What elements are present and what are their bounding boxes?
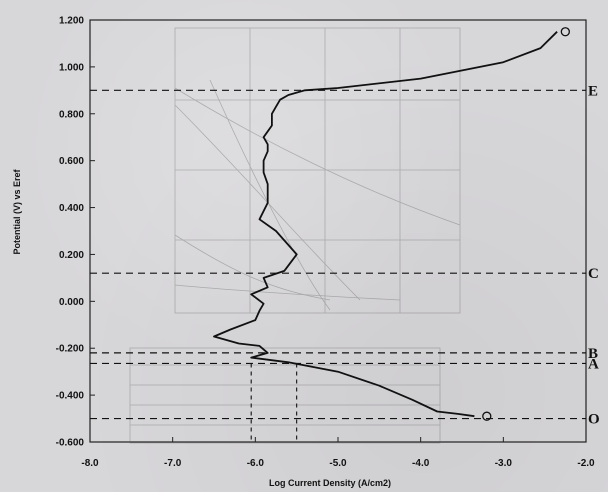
x-tick-label: -3.0 — [495, 458, 513, 469]
series-line-1 — [213, 31, 558, 418]
marker-layer — [482, 27, 570, 421]
vertical-lines — [250, 363, 298, 442]
y-tick-label: 0.400 — [59, 203, 84, 214]
x-axis-ticks: -8.0 -7.0 -6.0 -5.0 -4.0 -3.0 -2.0 — [81, 437, 595, 469]
y-tick-label: 0.000 — [59, 297, 84, 308]
x-tick-label: -8.0 — [81, 458, 99, 469]
series-layer — [213, 31, 558, 418]
y-tick-label: 0.600 — [59, 156, 84, 167]
circle-marker-1 — [560, 27, 570, 37]
reference-label-a: A — [588, 356, 599, 372]
y-tick-label: 0.800 — [59, 109, 84, 120]
reference-label-o: O — [588, 412, 600, 428]
plot-frame — [89, 19, 587, 443]
x-tick-label: -6.0 — [247, 458, 265, 469]
y-axis-ticks: 1.200 1.000 0.800 0.600 0.400 0.200 0.000 -0.20… — [56, 16, 95, 449]
reference-label-e: E — [588, 83, 598, 99]
x-tick-label: -7.0 — [164, 458, 182, 469]
circle-marker-2 — [482, 411, 492, 421]
x-tick-label: -5.0 — [329, 458, 347, 469]
y-tick-label: -0.400 — [56, 391, 85, 402]
y-tick-label: 1.000 — [59, 62, 84, 73]
y-tick-label: -0.200 — [56, 344, 85, 355]
y-axis-label: Potential (V) vs Eref — [12, 168, 22, 254]
x-tick-label: -4.0 — [412, 458, 430, 469]
faded-inset-background — [129, 27, 461, 444]
x-axis-label: Log Current Density (A/cm2) — [269, 478, 391, 488]
reference-lines: E C BA O — [90, 83, 600, 428]
y-tick-label: 1.200 — [59, 16, 84, 27]
y-tick-label: 0.200 — [59, 250, 84, 261]
x-tick-label: -2.0 — [577, 458, 595, 469]
y-tick-label: -0.600 — [56, 438, 85, 449]
reference-label-c: C — [588, 266, 599, 282]
reference-label-b: B — [588, 346, 598, 362]
